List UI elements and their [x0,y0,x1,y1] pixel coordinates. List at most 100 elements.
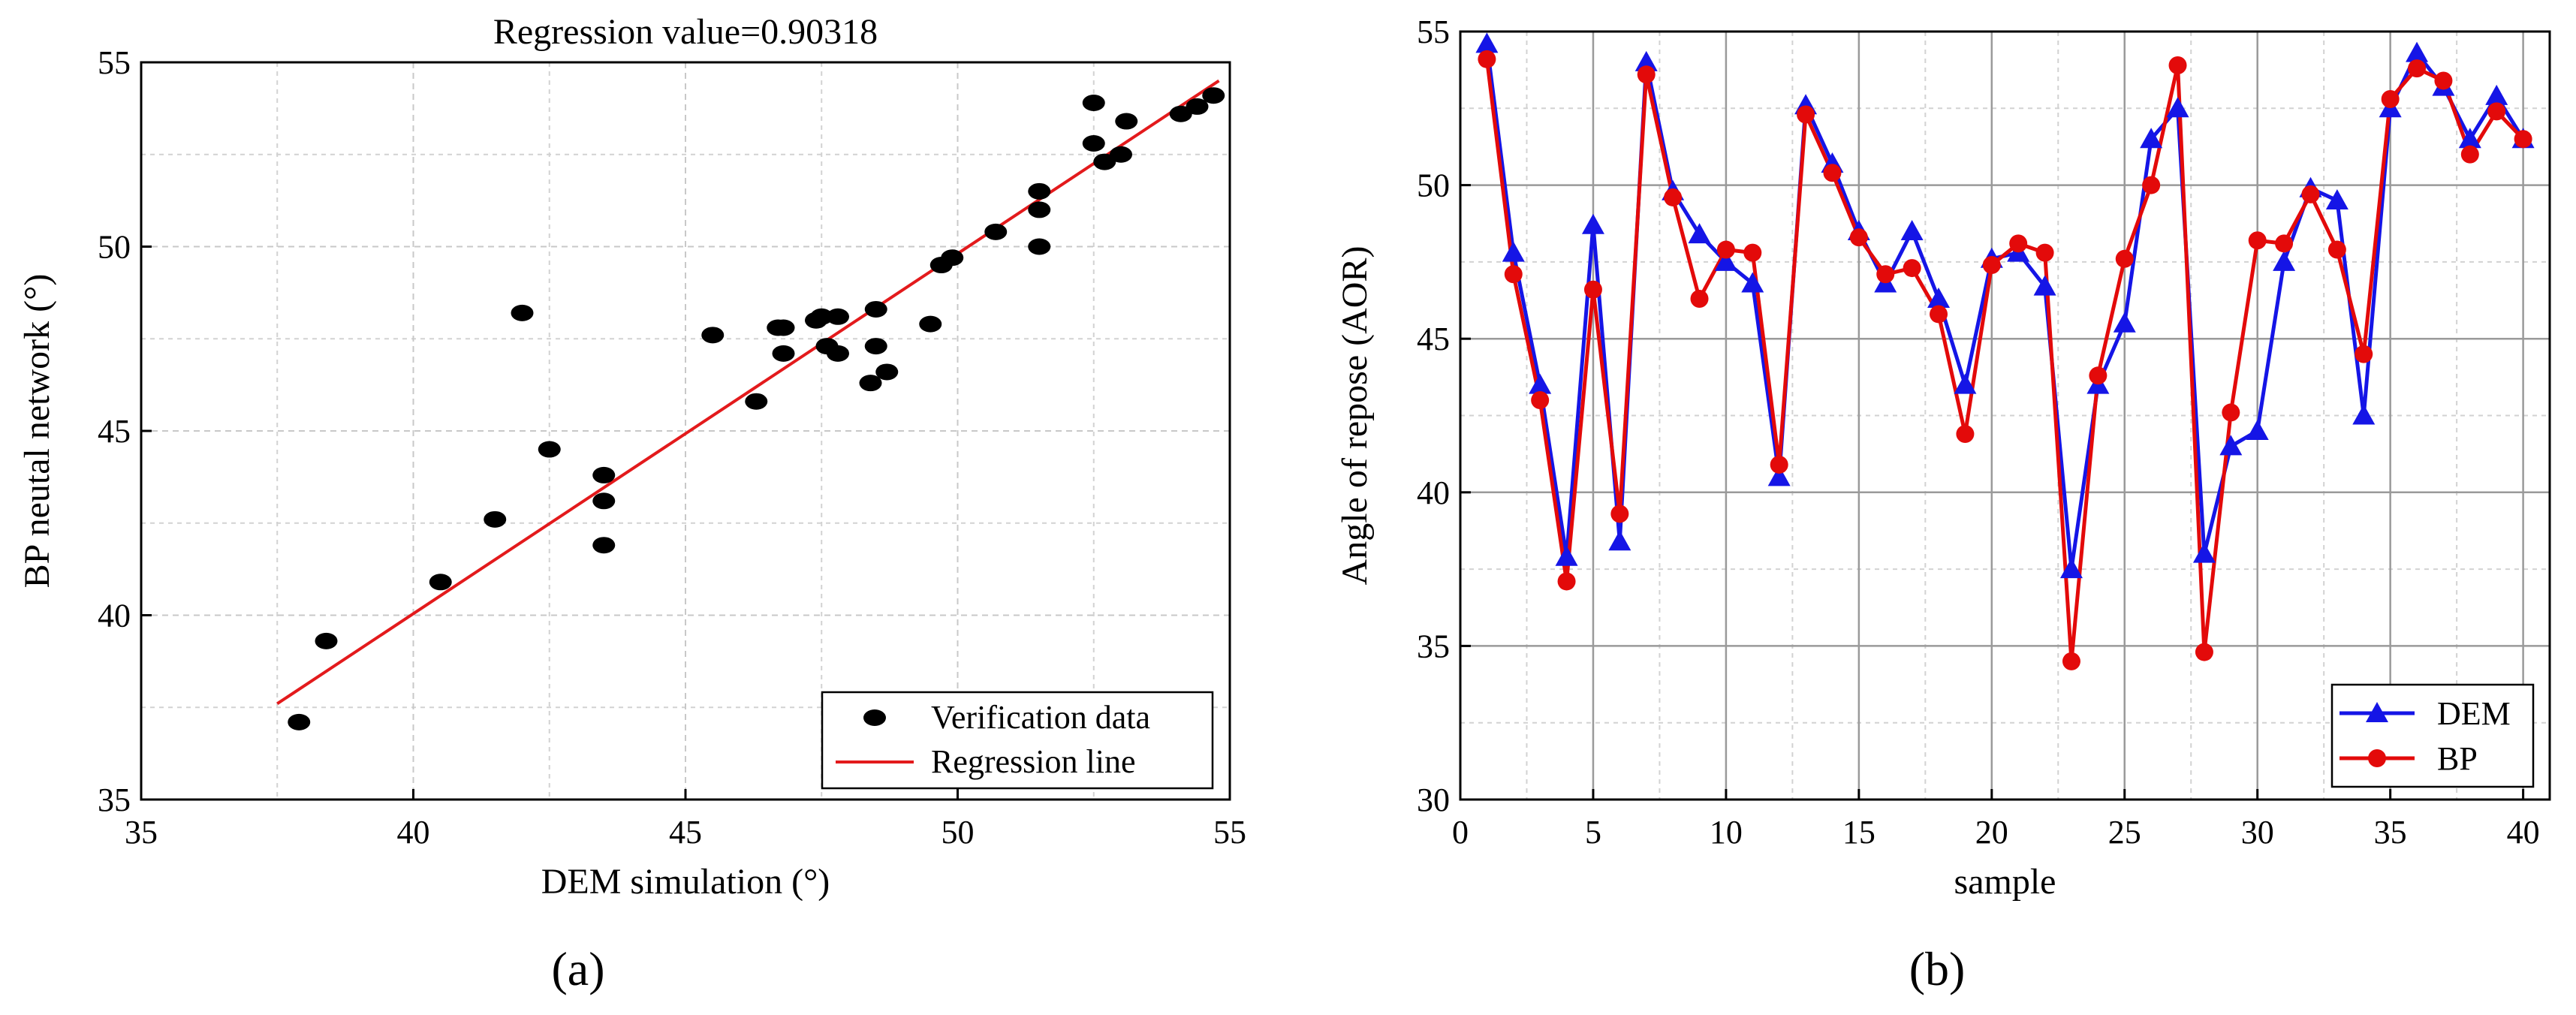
x-tick-label: 55 [1213,814,1246,851]
data-point [919,315,942,333]
dem-point [2406,41,2429,62]
legend-marker-dem [2366,702,2388,722]
bp-point [1770,455,1788,474]
legend-marker-bp [2368,749,2386,767]
x-tick-label: 10 [1710,814,1743,851]
data-point [288,713,311,730]
bp-point [1956,425,1975,444]
bp-point [2434,71,2453,90]
data-point [772,319,795,336]
data-point [864,338,887,355]
data-point [941,249,964,267]
panel-label: (b) [1909,942,1966,995]
y-axis-label: BP neutal network (°) [17,274,57,589]
plot-frame [1459,30,2551,801]
dem-point [2246,419,2269,440]
data-point [701,327,725,344]
bp-point [2301,185,2320,203]
dem-point [1608,530,1631,551]
dem-point [2140,128,2163,149]
bp-point [1557,572,1576,591]
bp-point [2115,249,2134,268]
dem-point [1688,223,1711,244]
data-point [1082,135,1105,152]
regression-line [276,79,1220,706]
bp-point [1743,243,1762,262]
series-line-bp [1484,59,2525,664]
dem-point [2033,275,2056,296]
bp-point [2327,240,2346,259]
data-point [1110,146,1132,163]
data-point [859,375,882,392]
chart-panel-a: 35 40 45 50 55 35 40 45 50 55 DEM simulation (°) BP… [17,12,1246,995]
dem-point [2325,189,2349,210]
data-point [315,632,338,649]
x-tick-label: 0 [1452,814,1469,851]
data-point [810,308,833,325]
bp-point [2009,234,2028,253]
y-tick-label: 45 [98,413,131,450]
chart-title: Regression value=0.90318 [493,12,878,52]
bp-point [1823,164,1842,182]
legend-box [2330,683,2535,788]
bp-point [2035,243,2054,262]
bp-point [1504,265,1523,284]
data-point [745,393,768,410]
data-point [1082,95,1105,112]
bp-point [1716,240,1735,259]
data-point [538,441,561,458]
dem-point [1954,373,1977,394]
bp-point [1982,255,2001,274]
data-point [1028,182,1051,200]
bp-point [2514,130,2532,149]
bp-point [1664,188,1683,206]
legend-marker-verification [863,709,886,726]
data-point [511,304,534,321]
dem-point [1502,241,1525,262]
dem-point [1581,213,1604,234]
y-tick-label: 40 [1417,474,1450,511]
bp-point [2408,59,2427,78]
dem-point [2458,128,2481,149]
data-point [1028,238,1051,255]
legend-label-regression: Regression line [931,743,1136,780]
bp-point [1583,280,1602,299]
x-tick-label: 35 [125,814,158,851]
bp-point [2168,56,2187,75]
data-point [1202,87,1225,104]
data-point [592,492,616,510]
y-axis-label: Angle of repose (AOR) [1335,246,1375,586]
dem-point [2485,84,2508,105]
bp-point [2222,403,2240,422]
dem-point [2219,435,2243,456]
data-point [592,537,616,554]
bp-point [1930,305,1948,324]
dem-point [1529,373,1552,394]
y-tick-label: 50 [1417,167,1450,204]
dem-point [2192,542,2216,563]
data-point [875,363,899,381]
bp-point [1690,290,1709,309]
y-tick-label: 55 [1417,14,1450,50]
bp-point [1876,265,1895,284]
data-point [592,466,616,483]
y-tick-label: 55 [98,44,131,81]
dem-point [1634,50,1658,71]
dem-point [2166,97,2189,118]
dem-point [1555,545,1578,566]
data-point [864,300,887,318]
data-point [1169,105,1192,122]
y-tick-label: 35 [98,782,131,818]
x-tick-label: 30 [2241,814,2274,851]
bp-point [1903,259,1921,278]
bp-point [2195,643,2213,661]
y-tick-label: 45 [1417,321,1450,357]
legend-box [821,691,1214,790]
bp-point [1531,391,1550,410]
x-tick-label: 40 [2507,814,2540,851]
data-point [772,345,795,362]
dem-point [1900,219,1924,240]
x-tick-label: 45 [669,814,702,851]
dem-point [1767,465,1791,486]
